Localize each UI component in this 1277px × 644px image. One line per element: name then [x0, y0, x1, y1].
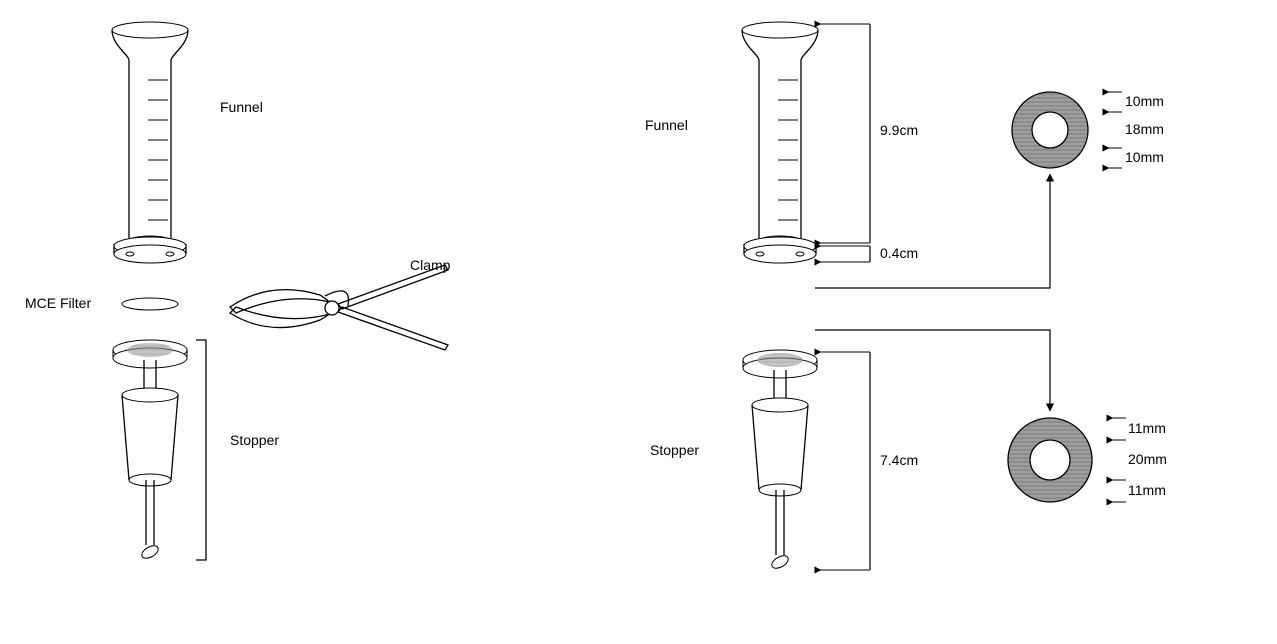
dim-funnel-base [820, 246, 870, 262]
ring-dim-text: 11mm [1128, 482, 1166, 498]
ring-dim-text: 18mm [1125, 121, 1164, 137]
right-panel: Funnel 9.9cm 0.4cm Stopper 7.4cm 10mm 18m… [645, 22, 1167, 571]
clamp-label: Clamp [410, 257, 451, 273]
stopper-right [743, 350, 817, 571]
ring-dim-text: 10mm [1125, 93, 1164, 109]
ring-dim-text: 10mm [1125, 149, 1164, 165]
funnel-label-right: Funnel [645, 117, 688, 133]
funnel-label-left: Funnel [220, 99, 263, 115]
dim-funnel-base-text: 0.4cm [880, 245, 918, 261]
dim-stopper-height [820, 352, 870, 570]
stopper-left [113, 340, 187, 561]
left-panel: Funnel MCE Filter Clamp Stopper [25, 22, 451, 561]
funnel-left [112, 22, 188, 263]
stopper-label-left: Stopper [230, 432, 279, 448]
callout-top [815, 175, 1050, 288]
mce-filter-label: MCE Filter [25, 295, 91, 311]
dim-funnel-height [820, 24, 870, 243]
ring-dim-text: 20mm [1128, 451, 1167, 467]
ring-top-group: 10mm 18mm 10mm [1012, 92, 1164, 168]
funnel-right [742, 22, 818, 263]
stopper-bracket [196, 340, 206, 560]
stopper-label-right: Stopper [650, 442, 699, 458]
clamp [230, 265, 448, 350]
dim-stopper-height-text: 7.4cm [880, 452, 918, 468]
dim-funnel-height-text: 9.9cm [880, 122, 918, 138]
callout-bot [815, 330, 1050, 410]
ring-bot-group: 11mm 20mm 11mm [1008, 418, 1167, 502]
mce-filter [122, 298, 178, 310]
ring-dim-text: 11mm [1128, 420, 1166, 436]
